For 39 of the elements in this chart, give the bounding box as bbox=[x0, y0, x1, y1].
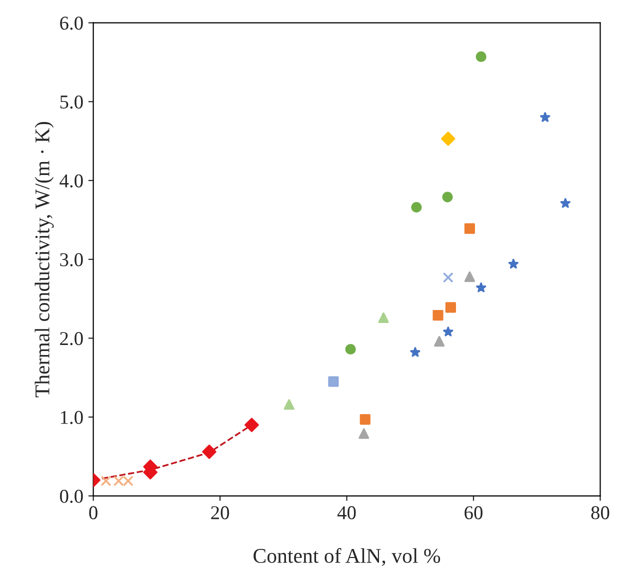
point bbox=[410, 347, 420, 357]
x-tick-label: 40 bbox=[337, 506, 356, 520]
point bbox=[508, 258, 518, 269]
point bbox=[560, 198, 570, 208]
point bbox=[464, 271, 475, 282]
y-tick-label: 4.0 bbox=[60, 174, 83, 188]
point bbox=[432, 310, 444, 321]
point bbox=[476, 282, 486, 292]
y-tick-label: 0.0 bbox=[60, 490, 83, 503]
y-tick-label: 1.0 bbox=[60, 410, 83, 424]
x-tick-label: 20 bbox=[211, 506, 230, 520]
point bbox=[345, 344, 356, 355]
point bbox=[411, 202, 422, 213]
point bbox=[378, 312, 389, 323]
y-tick-label: 5.0 bbox=[60, 95, 83, 109]
x-tick-label: 0 bbox=[89, 506, 98, 520]
point bbox=[442, 192, 453, 202]
point bbox=[443, 326, 454, 336]
point bbox=[445, 302, 456, 313]
point bbox=[244, 418, 259, 432]
point bbox=[284, 399, 294, 410]
point bbox=[328, 376, 339, 387]
point bbox=[441, 132, 456, 146]
y-tick-label: 6.0 bbox=[60, 16, 83, 30]
point bbox=[360, 414, 370, 425]
point bbox=[434, 336, 445, 347]
point bbox=[202, 444, 216, 459]
point bbox=[464, 223, 475, 234]
x-tick-label: 60 bbox=[464, 506, 482, 520]
point bbox=[100, 476, 112, 486]
x-tick-label: 80 bbox=[591, 506, 610, 520]
point bbox=[442, 272, 454, 283]
x-axis-title: Content of AlN, vol % bbox=[254, 548, 440, 566]
point bbox=[476, 51, 486, 62]
y-tick-label: 2.0 bbox=[60, 332, 83, 346]
y-axis-title: Thermal conductivity, W/(m · K) bbox=[34, 122, 54, 398]
point bbox=[540, 112, 550, 122]
y-tick-label: 3.0 bbox=[60, 253, 83, 266]
point bbox=[358, 428, 370, 439]
